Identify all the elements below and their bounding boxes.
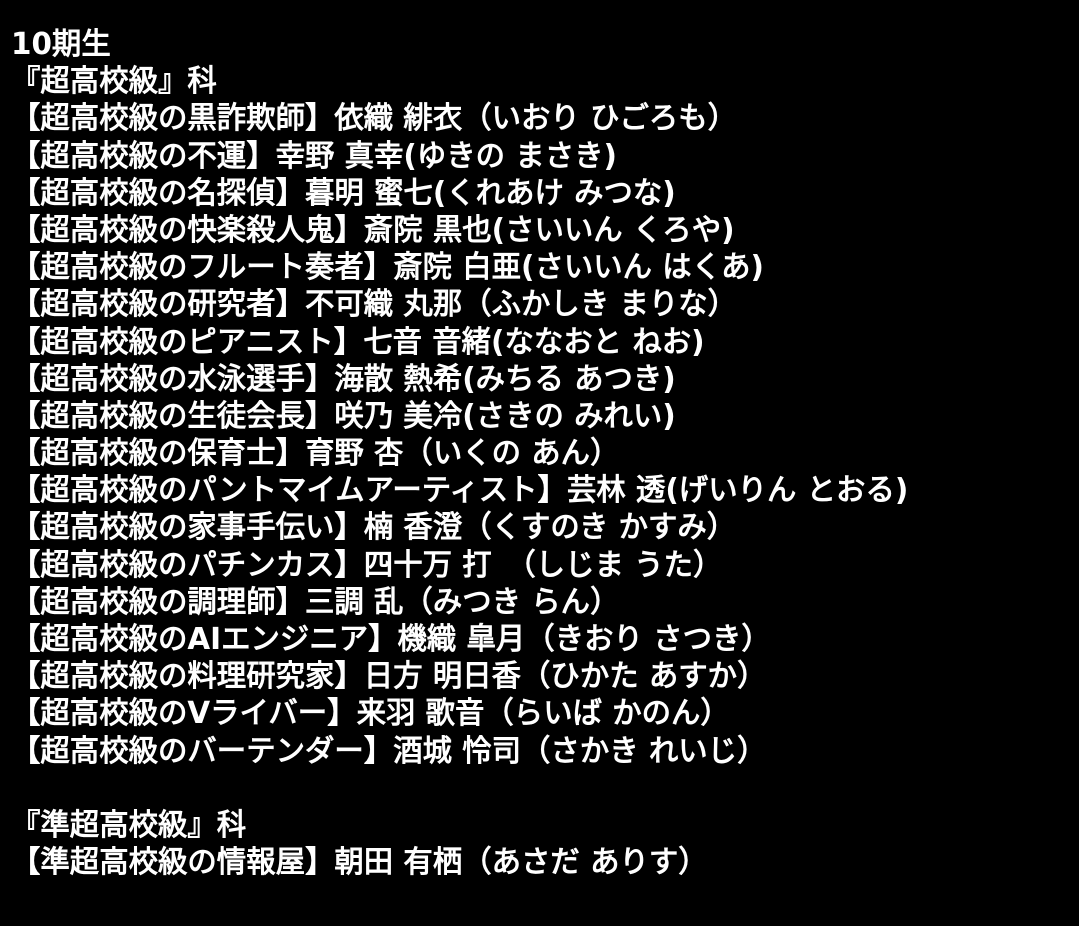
roster-line-culinary-researcher: 【超高校級の料理研究家】日方 明日香（ひかた あすか） [11, 659, 767, 695]
department-heading-semi-super: 『準超高校級』科 [11, 807, 247, 843]
roster-line-black-swindler: 【超高校級の黒詐欺師】依織 緋衣（いおり ひごろも） [11, 101, 738, 137]
blank-separator-line [11, 770, 1058, 807]
roster-line-information-broker: 【準超高校級の情報屋】朝田 有栖（あさだ ありす） [11, 845, 708, 881]
roster-line-nursery-teacher: 【超高校級の保育士】育野 杏（いくの あん） [11, 436, 620, 472]
roster-line-researcher: 【超高校級の研究者】不可織 丸那（ふかしき まりな） [11, 287, 738, 323]
class-label-line: 10期生 [11, 27, 111, 62]
roster-line-student-council-president: 【超高校級の生徒会長】咲乃 美冷(さきの みれい) [11, 398, 676, 434]
roster-line-misfortune: 【超高校級の不運】幸野 真幸(ゆきの まさき) [11, 138, 617, 174]
department-heading-super: 『超高校級』科 [11, 64, 217, 100]
roster-line-cook: 【超高校級の調理師】三調 乱（みつき らん） [11, 584, 620, 620]
roster-line-ai-engineer: 【超高校級のAIエンジニア】機織 皐月（きおり さつき） [11, 622, 771, 657]
character-roster-text: 10期生 『超高校級』科 【超高校級の黒詐欺師】依織 緋衣（いおり ひごろも） … [11, 26, 1079, 881]
roster-line-flutist: 【超高校級のフルート奏者】斎院 白亜(さいいん はくあ) [11, 250, 764, 286]
roster-line-vliver: 【超高校級のVライバー】来羽 歌音（らいば かのん） [11, 696, 730, 732]
roster-line-housekeeper: 【超高校級の家事手伝い】楠 香澄（くすのき かすみ） [11, 510, 737, 546]
roster-line-mime-artist: 【超高校級のパントマイムアーティスト】芸林 透(げいりん とおる) [11, 473, 909, 509]
roster-line-swimmer: 【超高校級の水泳選手】海散 熱希(みちる あつき) [11, 361, 676, 397]
roster-line-bartender: 【超高校級のバーテンダー】酒城 怜司（さかき れいじ） [11, 733, 767, 769]
roster-line-serial-killer: 【超高校級の快楽殺人鬼】斎院 黒也(さいいん くろや) [11, 212, 735, 248]
roster-line-pianist: 【超高校級のピアニスト】七音 音緒(ななおと ねお) [11, 324, 705, 360]
roster-line-pachinko-addict: 【超高校級のパチンカス】四十万 打 （しじま うた） [11, 547, 723, 583]
roster-line-detective: 【超高校級の名探偵】暮明 蜜七(くれあけ みつな) [11, 175, 676, 211]
